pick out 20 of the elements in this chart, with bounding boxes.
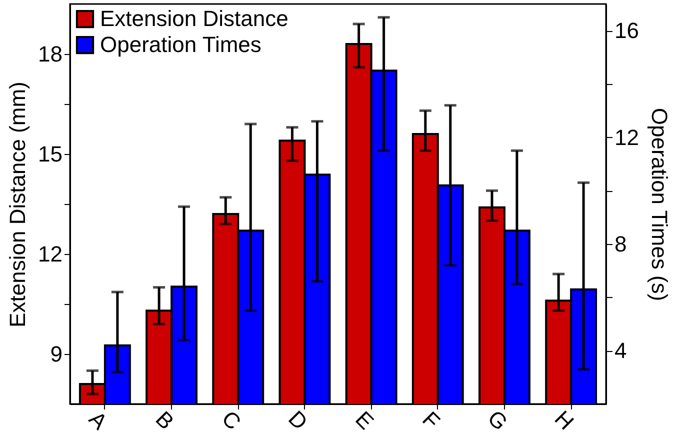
x-tick-label: F: [418, 406, 445, 434]
y-tick-label: 18: [38, 42, 62, 66]
x-tick-label: D: [284, 406, 312, 435]
y-tick-label: 15: [38, 142, 62, 166]
y2-tick-label: 8: [614, 232, 627, 256]
legend-label: Operation Times: [100, 32, 262, 57]
x-tick-label: A: [84, 406, 112, 434]
legend-label: Extension Distance: [100, 6, 288, 31]
y-axis-title: Extension Distance (mm): [5, 82, 30, 328]
y2-tick-label: 4: [614, 338, 627, 364]
y2-tick-label: 16: [614, 18, 639, 44]
y2-tick-label: 12: [614, 124, 639, 150]
x-tick-label: C: [216, 406, 246, 435]
y-tick-label: 9: [50, 342, 62, 366]
y-tick-label: 12: [38, 242, 62, 266]
x-tick-label: G: [482, 405, 513, 436]
x-tick-label: B: [150, 406, 179, 434]
y2-axis-title: Operation Times (s): [646, 108, 672, 302]
x-tick-label: E: [350, 406, 379, 434]
x-tick-label: H: [550, 406, 579, 435]
